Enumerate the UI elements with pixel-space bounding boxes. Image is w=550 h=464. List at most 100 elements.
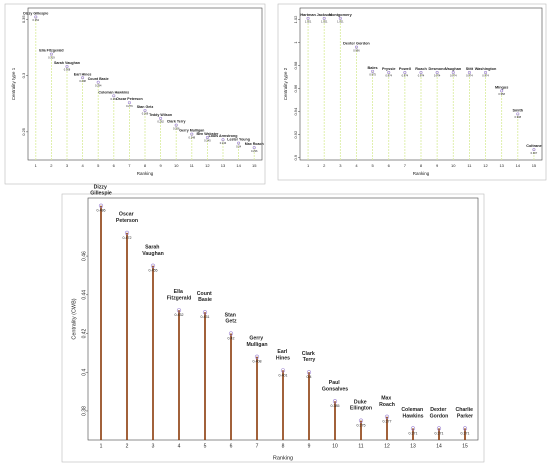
value-label: 0.401	[279, 373, 288, 377]
point-label: Dexter Gordon	[343, 42, 370, 46]
point	[354, 45, 358, 49]
x-tick-label: 7	[128, 163, 131, 168]
value-label: 0.371	[409, 431, 418, 435]
value-label: 0.245	[204, 139, 211, 143]
x-axis-label: Ranking	[273, 455, 293, 461]
value-label: 1.021	[305, 20, 312, 24]
x-tick-label: 11	[358, 443, 363, 449]
y-tick-label: 1.02	[293, 15, 298, 24]
point-label: Teddy Wilson	[149, 113, 172, 117]
x-tick-label: 15	[252, 163, 257, 168]
panel-frame	[4, 3, 266, 185]
x-tick-label: 10	[451, 163, 456, 168]
point	[419, 70, 423, 74]
value-label: 0.432	[175, 313, 184, 317]
point	[174, 123, 178, 127]
point-label: Washington	[475, 67, 497, 71]
y-axis-label: Centrality type 1	[11, 67, 16, 100]
point	[484, 70, 488, 74]
x-tick-label: 5	[371, 163, 374, 168]
value-label: 0.276	[126, 104, 133, 108]
value-label: 0.974	[402, 74, 409, 78]
point	[436, 426, 442, 431]
value-label: 0.472	[123, 236, 132, 240]
point-label: Roach	[415, 67, 427, 71]
y-tick-label: 0.4	[81, 369, 87, 376]
value-label: 0.974	[466, 74, 473, 78]
x-tick-label: 5	[97, 163, 100, 168]
value-label: 0.298	[79, 79, 86, 83]
point-label: Count Basie	[88, 77, 109, 81]
point-label: Bales	[368, 66, 378, 70]
point-label: Ben Webster	[196, 132, 219, 136]
x-tick-label: 1	[100, 443, 103, 449]
y-tick-label: 0.42	[81, 328, 87, 338]
value-label: 0.431	[201, 315, 210, 319]
x-tick-label: 7	[404, 163, 407, 168]
point-label: Lester Young	[227, 138, 250, 142]
x-tick-label: 5	[204, 443, 207, 449]
x-tick-label: 9	[159, 163, 162, 168]
point-label: Vaughan	[445, 67, 462, 71]
point	[403, 70, 407, 74]
point-label: Montgomery	[329, 13, 353, 17]
point-label: Clark Terry	[302, 351, 316, 363]
point-label: Stitt	[466, 67, 474, 71]
point-label: Gerry Mulligan	[179, 129, 204, 133]
x-tick-label: 6	[388, 163, 391, 168]
y-tick-label: 0.44	[81, 290, 87, 300]
point-label: Dizzy Gillespie	[90, 185, 112, 197]
x-tick-label: 15	[462, 443, 468, 449]
x-tick-label: 6	[230, 443, 233, 449]
point-label: Clark Terry	[167, 120, 186, 124]
y-tick-label: 0.38	[81, 406, 87, 416]
point-label: Earl Hines	[276, 349, 290, 361]
x-tick-label: 11	[190, 163, 195, 168]
x-tick-label: 9	[308, 443, 311, 449]
point	[254, 354, 260, 359]
point	[280, 368, 286, 373]
x-tick-label: 12	[205, 163, 210, 168]
x-tick-label: 2	[126, 443, 129, 449]
y-tick-label: 0.46	[81, 251, 87, 261]
point	[34, 15, 38, 19]
x-tick-label: 13	[499, 163, 504, 168]
x-tick-label: 12	[384, 443, 390, 449]
x-tick-label: 3	[66, 163, 69, 168]
x-tick-label: 13	[221, 163, 226, 168]
panel-frame	[61, 193, 485, 463]
value-label: 0.352	[33, 18, 40, 22]
x-tick-label: 1	[35, 163, 38, 168]
point	[124, 230, 130, 235]
point	[228, 331, 234, 336]
value-label: 0.974	[482, 74, 489, 78]
point	[462, 426, 468, 431]
x-tick-label: 7	[256, 443, 259, 449]
value-label: 0.371	[435, 431, 444, 435]
point	[221, 138, 225, 142]
point	[127, 101, 131, 105]
point	[306, 16, 310, 20]
x-tick-label: 10	[174, 163, 179, 168]
value-label: 0.248	[189, 135, 196, 139]
value-label: 1.021	[337, 20, 344, 24]
point	[532, 148, 536, 152]
point	[252, 146, 256, 150]
value-label: 0.974	[385, 74, 392, 78]
point-label: Earl Hines	[74, 72, 92, 76]
point-label: Charlie Parker	[455, 408, 474, 420]
point-label: Hartman	[300, 13, 316, 17]
x-tick-label: 8	[282, 443, 285, 449]
point	[49, 52, 53, 56]
x-tick-label: 10	[332, 443, 338, 449]
x-tick-label: 14	[516, 163, 521, 168]
point	[112, 94, 116, 98]
x-tick-label: 4	[178, 443, 181, 449]
x-tick-label: 1	[307, 163, 310, 168]
x-tick-label: 14	[236, 163, 241, 168]
point	[65, 65, 69, 69]
point	[500, 89, 504, 93]
point-label: Powell	[399, 67, 411, 71]
point-label: Gerry Mulligan	[246, 336, 267, 348]
x-tick-label: 13	[410, 443, 416, 449]
